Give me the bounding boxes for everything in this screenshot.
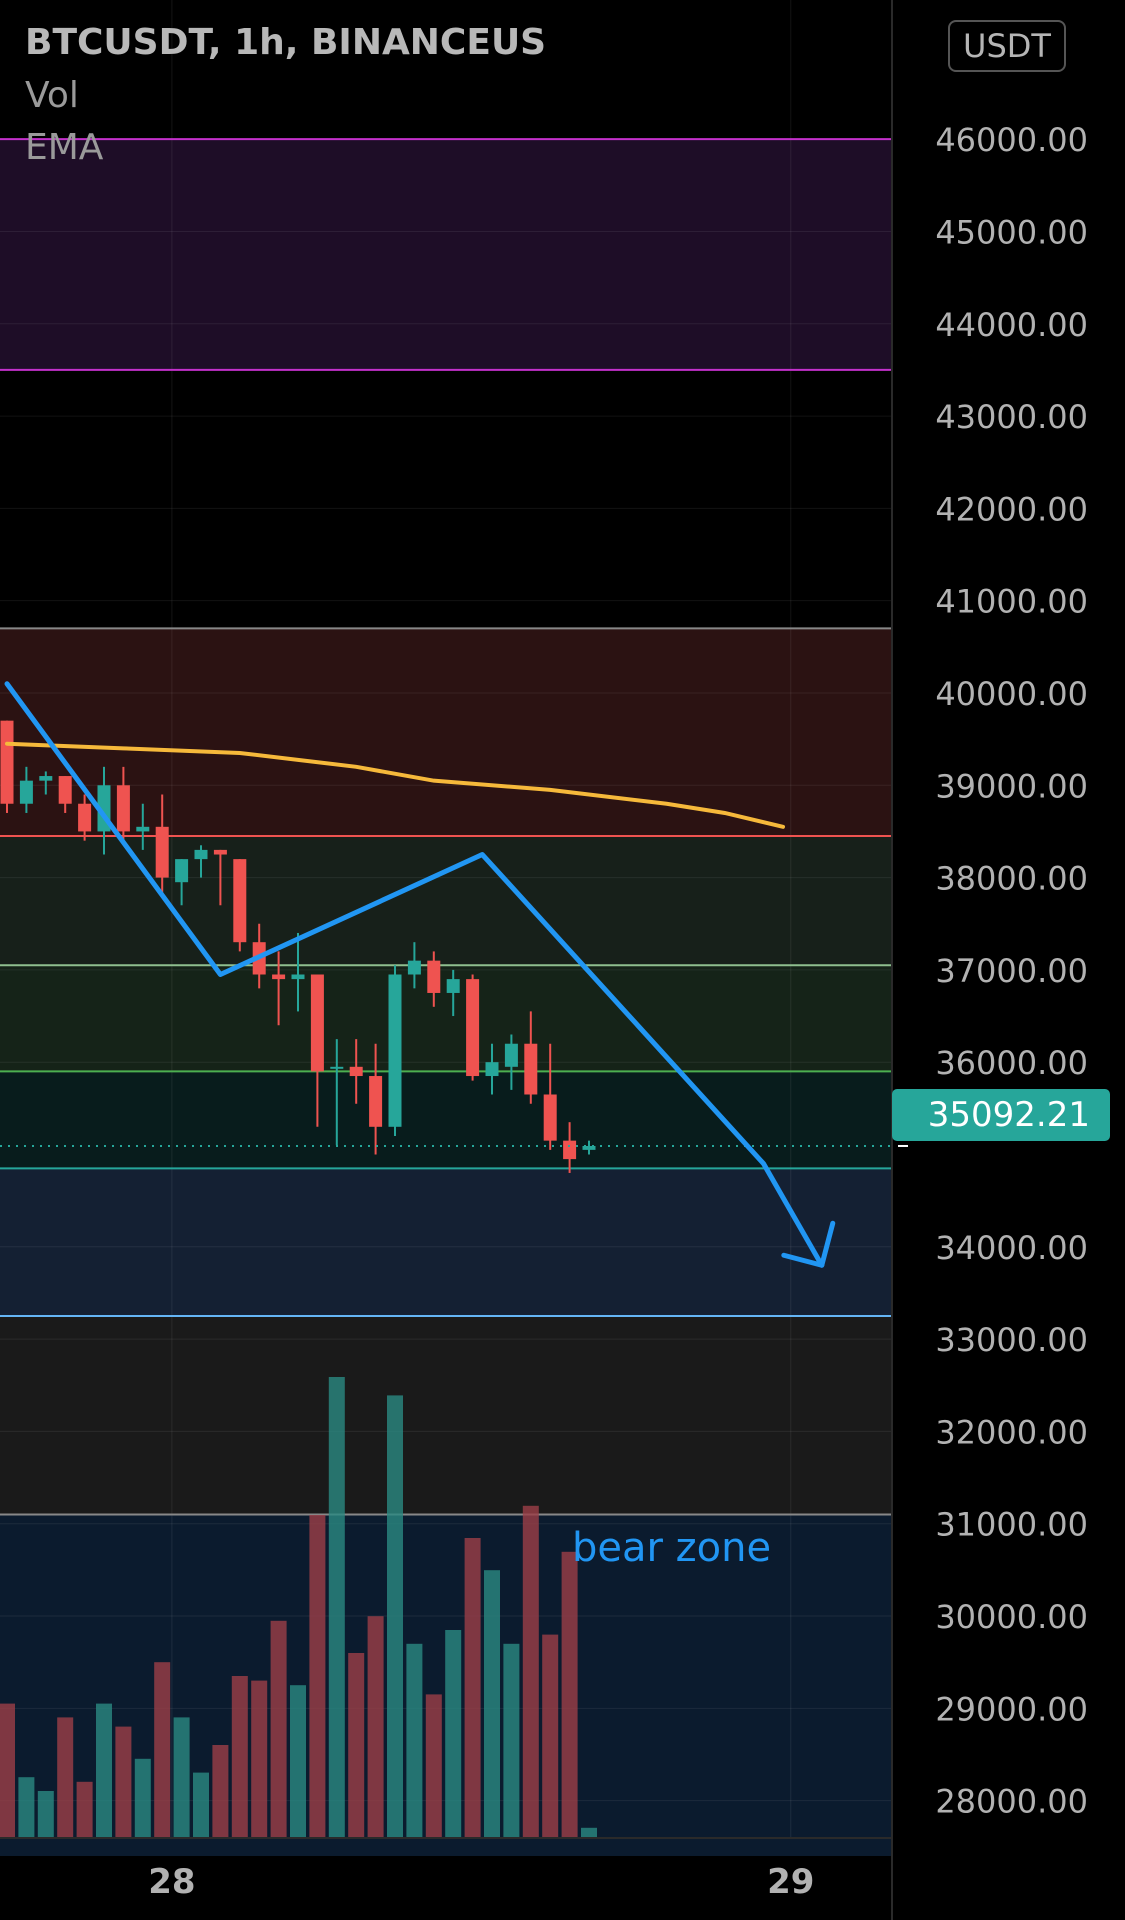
y-tick-label: 34000.00 — [935, 1229, 1088, 1267]
candle-body — [19, 780, 33, 804]
y-tick-label: 30000.00 — [935, 1598, 1088, 1636]
candle-body — [504, 1043, 518, 1067]
volume-bar — [309, 1515, 326, 1837]
y-tick-label: 37000.00 — [935, 952, 1088, 990]
volume-bar — [231, 1676, 248, 1837]
current-price-tag: 35092.21 — [892, 1089, 1110, 1141]
y-tick-label: 29000.00 — [935, 1690, 1088, 1728]
volume-bar — [425, 1694, 442, 1837]
currency-button[interactable]: USDT — [948, 20, 1066, 72]
y-tick-label: 40000.00 — [935, 675, 1088, 713]
volume-bar — [96, 1703, 112, 1837]
candle-body — [0, 720, 14, 804]
volume-bar — [212, 1745, 229, 1837]
zone-band-0 — [0, 139, 892, 370]
volume-bar — [37, 1791, 54, 1837]
y-tick-label: 46000.00 — [935, 121, 1088, 159]
candle-body — [136, 826, 150, 832]
symbol-title[interactable]: BTCUSDT, 1h, BINANCEUS — [25, 22, 547, 63]
volume-bar — [193, 1772, 209, 1837]
zone-band-4 — [0, 1071, 892, 1169]
candle-body — [155, 826, 169, 878]
candle-body — [116, 785, 130, 832]
volume-bar — [367, 1616, 384, 1837]
y-tick-label: 39000.00 — [935, 767, 1088, 805]
ema-line — [5, 741, 785, 829]
candle-body — [233, 859, 247, 943]
volume-bar — [581, 1827, 597, 1837]
candle-body — [369, 1076, 383, 1127]
volume-bar — [387, 1395, 403, 1837]
volume-bar — [503, 1643, 520, 1837]
y-tick-label: 32000.00 — [935, 1413, 1088, 1451]
volume-bar — [154, 1662, 171, 1837]
volume-bar — [57, 1717, 74, 1837]
projection-arrow-path — [4, 681, 825, 1268]
candle-body — [407, 960, 421, 975]
indicator-vol-label[interactable]: Vol — [25, 75, 79, 116]
candle-body — [543, 1094, 557, 1141]
y-tick-label: 44000.00 — [935, 306, 1088, 344]
zone-band-5 — [0, 1168, 892, 1317]
candle-body — [272, 974, 286, 980]
candle-body — [349, 1066, 363, 1077]
bear-zone-annotation: bear zone — [572, 1525, 771, 1571]
y-tick-label: 36000.00 — [935, 1044, 1088, 1082]
volume-bar — [464, 1538, 481, 1837]
projection-arrowhead — [781, 1220, 836, 1268]
volume-bar — [173, 1717, 190, 1837]
volume-bar — [484, 1570, 500, 1837]
candle-body — [78, 803, 92, 832]
candle-body — [524, 1043, 538, 1095]
candle-body — [291, 974, 305, 980]
candle-body — [427, 960, 441, 993]
zone-band-2 — [0, 836, 892, 966]
candle-body — [466, 979, 480, 1077]
candle-body — [175, 859, 189, 883]
candle-body — [485, 1062, 499, 1077]
candle-body — [310, 974, 324, 1072]
candle-body — [194, 849, 208, 860]
candle-body — [582, 1146, 596, 1150]
volume-bar — [251, 1680, 268, 1837]
candle-body — [446, 979, 460, 993]
volume-bar — [0, 1703, 15, 1837]
volume-bar — [406, 1643, 423, 1837]
y-tick-label: 31000.00 — [935, 1506, 1088, 1544]
volume-bar — [348, 1653, 365, 1837]
volume-bar — [270, 1620, 287, 1837]
candle-body — [388, 974, 402, 1127]
candle-body — [213, 849, 227, 855]
volume-bar — [18, 1777, 35, 1837]
zone-band-6 — [0, 1316, 892, 1515]
candle-body — [39, 776, 53, 781]
volume-bar — [134, 1758, 151, 1837]
candle-body — [563, 1140, 577, 1160]
y-tick-label: 38000.00 — [935, 860, 1088, 898]
volume-bar — [328, 1377, 345, 1837]
y-tick-label: 45000.00 — [935, 213, 1088, 251]
y-tick-label: 41000.00 — [935, 583, 1088, 621]
volume-bar — [522, 1505, 539, 1837]
volume-bar — [561, 1551, 578, 1837]
volume-bar — [542, 1634, 559, 1837]
zone-band-3 — [0, 965, 892, 1072]
y-tick-label: 42000.00 — [935, 490, 1088, 528]
y-tick-label: 33000.00 — [935, 1321, 1088, 1359]
x-tick-label: 29 — [767, 1862, 814, 1902]
zone-band-1 — [0, 628, 892, 837]
volume-bar — [76, 1781, 93, 1837]
x-tick-label: 28 — [148, 1862, 195, 1902]
volume-bar — [290, 1685, 306, 1837]
candle-body — [330, 1066, 344, 1069]
y-tick-label: 28000.00 — [935, 1783, 1088, 1821]
volume-bar — [115, 1726, 132, 1837]
indicator-ema-label[interactable]: EMA — [25, 127, 104, 168]
candle-body — [58, 776, 72, 804]
y-tick-label: 43000.00 — [935, 398, 1088, 436]
volume-bar — [445, 1630, 462, 1837]
